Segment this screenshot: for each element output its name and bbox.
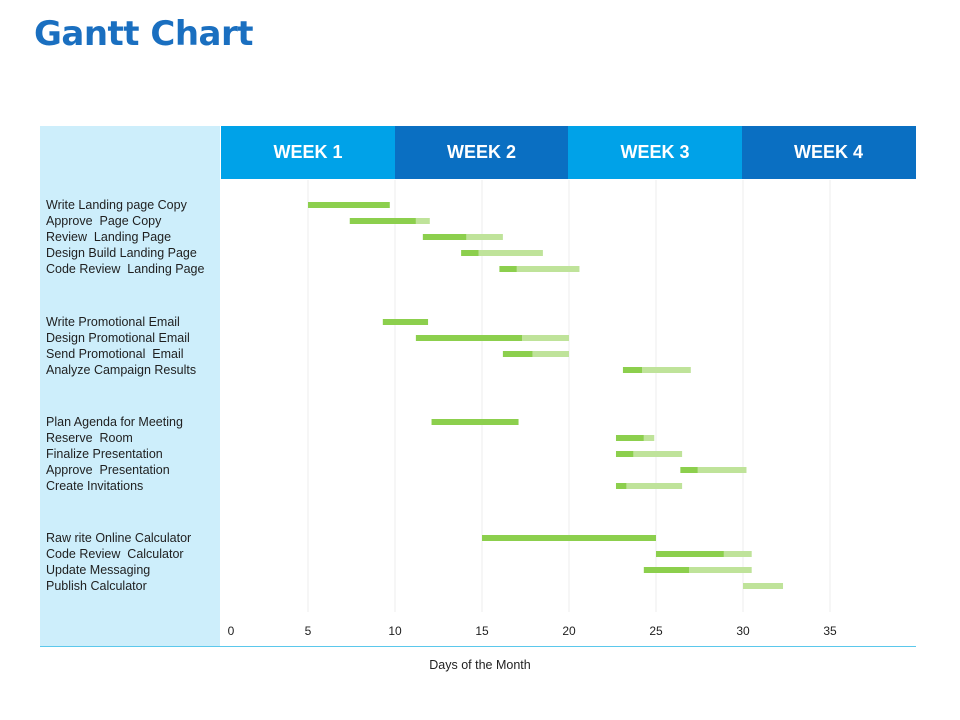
task-bar-done (502, 351, 533, 357)
week-header-3: WEEK 3 (568, 126, 742, 179)
task-label: Write Landing page Copy (46, 198, 187, 212)
task-bar-done (382, 319, 429, 325)
task-bar-remaining (697, 467, 747, 473)
task-bar-remaining (532, 351, 569, 357)
task-label-panel (40, 126, 220, 646)
task-bar-done (622, 367, 643, 373)
task-label: Raw rite Online Calculator (46, 531, 192, 545)
task-label: Code Review Landing Page (46, 262, 205, 276)
week-header-2: WEEK 2 (394, 126, 569, 179)
x-tick-label: 30 (736, 624, 750, 638)
task-bar-done (431, 419, 519, 425)
task-bar-done (680, 467, 698, 473)
task-bar-remaining (743, 583, 784, 589)
task-bar-remaining (642, 367, 691, 373)
task-label: Review Landing Page (46, 230, 172, 244)
task-bar-remaining (415, 218, 430, 224)
task-bar-done (643, 567, 690, 573)
task-label: Approve Page Copy (46, 214, 162, 228)
task-label: Approve Presentation (46, 463, 170, 477)
task-bar-remaining (478, 250, 543, 256)
task-bar-remaining (516, 266, 580, 272)
x-tick-label: 10 (388, 624, 402, 638)
task-bar-remaining (723, 551, 752, 557)
week-header-4: WEEK 4 (741, 126, 916, 179)
task-label: Design Promotional Email (46, 331, 190, 345)
task-bar-done (499, 266, 517, 272)
task-bar-done (349, 218, 416, 224)
x-tick-label: 15 (475, 624, 489, 638)
page-title: Gantt Chart (34, 14, 254, 54)
task-bar-remaining (633, 451, 683, 457)
task-bar-done (615, 483, 627, 489)
task-bar-done (482, 535, 656, 541)
task-bar-remaining (522, 335, 569, 341)
x-tick-label: 25 (649, 624, 663, 638)
task-label: Update Messaging (46, 563, 151, 577)
week-header-1: WEEK 1 (221, 126, 395, 179)
task-bar-done (615, 451, 634, 457)
x-axis-line (40, 646, 916, 647)
task-label: Write Promotional Email (46, 315, 180, 329)
task-bar-done (422, 234, 467, 240)
task-label: Reserve Room (46, 431, 133, 445)
task-bar-done (656, 551, 724, 557)
x-tick-label: 35 (823, 624, 837, 638)
x-tick-label: 20 (562, 624, 576, 638)
task-bar-remaining (689, 567, 752, 573)
task-label: Plan Agenda for Meeting (46, 415, 183, 429)
task-bar-done (461, 250, 479, 256)
task-bar-remaining (643, 435, 655, 441)
x-tick-label: 5 (305, 624, 312, 638)
task-bar-done (415, 335, 523, 341)
task-label: Analyze Campaign Results (46, 363, 197, 377)
task-label: Design Build Landing Page (46, 246, 197, 260)
task-label: Finalize Presentation (46, 447, 163, 461)
task-label: Publish Calculator (46, 579, 147, 593)
task-label: Code Review Calculator (46, 547, 184, 561)
task-label: Create Invitations (46, 479, 144, 493)
task-bar-done (615, 435, 644, 441)
task-bar-remaining (466, 234, 503, 240)
x-axis-label: Days of the Month (429, 658, 531, 672)
task-label: Send Promotional Email (46, 347, 184, 361)
task-bar-done (308, 202, 390, 208)
task-bar-remaining (626, 483, 683, 489)
x-tick-label: 0 (228, 624, 235, 638)
